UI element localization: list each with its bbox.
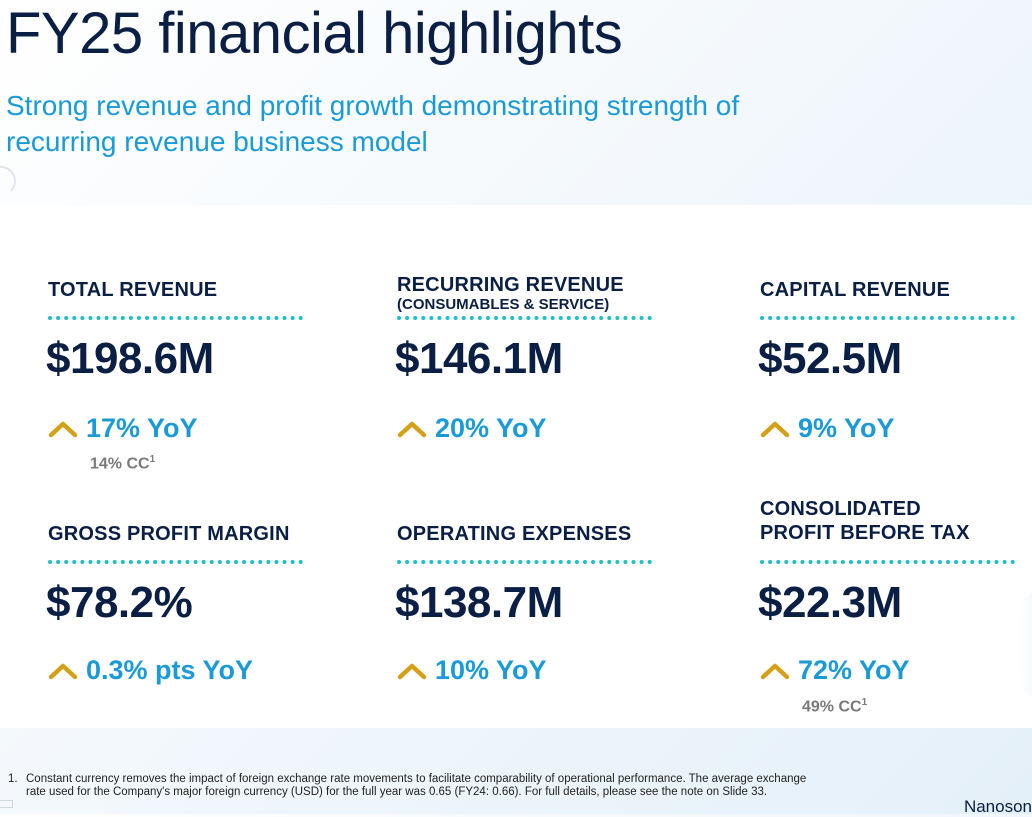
chevron-up-icon xyxy=(48,421,78,437)
footnote-ref: 1 xyxy=(861,697,868,708)
metric-label: TOTAL REVENUE xyxy=(48,279,218,301)
metric-label: OPERATING EXPENSES xyxy=(397,523,632,545)
metric-divider xyxy=(397,316,652,320)
metric-growth-text: 9% YoY xyxy=(798,413,895,443)
footnote: 1. Constant currency removes the impact … xyxy=(8,773,828,799)
metric-label-line-2: PROFIT BEFORE TAX xyxy=(760,522,970,544)
metric-operating-expenses: OPERATING EXPENSES $138.7M 10% YoY xyxy=(395,522,657,685)
chevron-up-icon xyxy=(760,663,790,679)
footnote-ref: 1 xyxy=(149,454,156,465)
metric-divider xyxy=(48,316,303,320)
metric-constant-currency: 14% CC1 xyxy=(90,454,155,473)
chevron-up-icon xyxy=(760,421,790,437)
chevron-up-icon xyxy=(397,421,427,437)
decorative-arc xyxy=(0,166,16,196)
metric-divider xyxy=(760,316,1015,320)
metric-growth-text: 10% YoY xyxy=(435,655,547,685)
metric-total-revenue: TOTAL REVENUE $198.6M 17% YoY 14% CC1 xyxy=(46,278,308,472)
brand-logo-text: Nanoson xyxy=(963,797,1032,816)
metrics-panel: TOTAL REVENUE $198.6M 17% YoY 14% CC1 RE… xyxy=(0,205,1032,728)
metric-growth: 72% YoY xyxy=(760,655,910,686)
chevron-up-icon xyxy=(397,663,427,679)
metric-growth: 9% YoY xyxy=(760,413,895,444)
page-title: FY25 financial highlights xyxy=(6,1,623,66)
metric-growth: 20% YoY xyxy=(397,413,547,444)
metric-growth-text: 17% YoY xyxy=(86,413,198,443)
chevron-up-icon xyxy=(48,663,78,679)
cc-text: 49% CC xyxy=(802,698,862,716)
metric-growth-text: 20% YoY xyxy=(435,413,547,443)
panel-edge-decoration xyxy=(1020,585,1032,705)
metric-growth-text: 0.3% pts YoY xyxy=(86,655,254,685)
metric-value: $146.1M xyxy=(395,334,563,383)
metric-value: $52.5M xyxy=(758,334,902,383)
footnote-text: Constant currency removes the impact of … xyxy=(26,773,807,798)
metric-recurring-revenue: RECURRING REVENUE (CONSUMABLES & SERVICE… xyxy=(395,273,657,443)
metric-divider xyxy=(48,560,303,564)
metric-capital-revenue: CAPITAL REVENUE $52.5M 9% YoY xyxy=(758,278,1020,443)
footnote-number: 1. xyxy=(8,773,18,785)
metric-value: $22.3M xyxy=(758,578,902,627)
metric-sublabel: (CONSUMABLES & SERVICE) xyxy=(397,296,610,313)
metric-growth: 10% YoY xyxy=(397,655,547,686)
metric-divider xyxy=(760,560,1015,564)
metric-divider xyxy=(397,560,652,564)
cc-text: 14% CC xyxy=(90,455,150,473)
metric-constant-currency: 49% CC1 xyxy=(802,697,867,716)
metric-label: GROSS PROFIT MARGIN xyxy=(48,523,290,545)
metric-growth: 0.3% pts YoY xyxy=(48,655,253,686)
metric-growth: 17% YoY xyxy=(48,413,198,444)
page-subtitle: Strong revenue and profit growth demonst… xyxy=(6,90,740,157)
corner-mark xyxy=(0,800,13,808)
metric-value: $78.2% xyxy=(46,578,193,627)
metric-growth-text: 72% YoY xyxy=(798,655,910,685)
metric-label: RECURRING REVENUE xyxy=(397,274,624,296)
metric-value: $198.6M xyxy=(46,334,214,383)
metric-label: CONSOLIDATED xyxy=(760,498,921,520)
metric-value: $138.7M xyxy=(395,578,563,627)
metric-label: CAPITAL REVENUE xyxy=(760,279,951,301)
metric-gross-profit-margin: GROSS PROFIT MARGIN $78.2% 0.3% pts YoY xyxy=(46,522,308,685)
metric-profit-before-tax: CONSOLIDATED PROFIT BEFORE TAX $22.3M 72… xyxy=(758,497,1020,715)
